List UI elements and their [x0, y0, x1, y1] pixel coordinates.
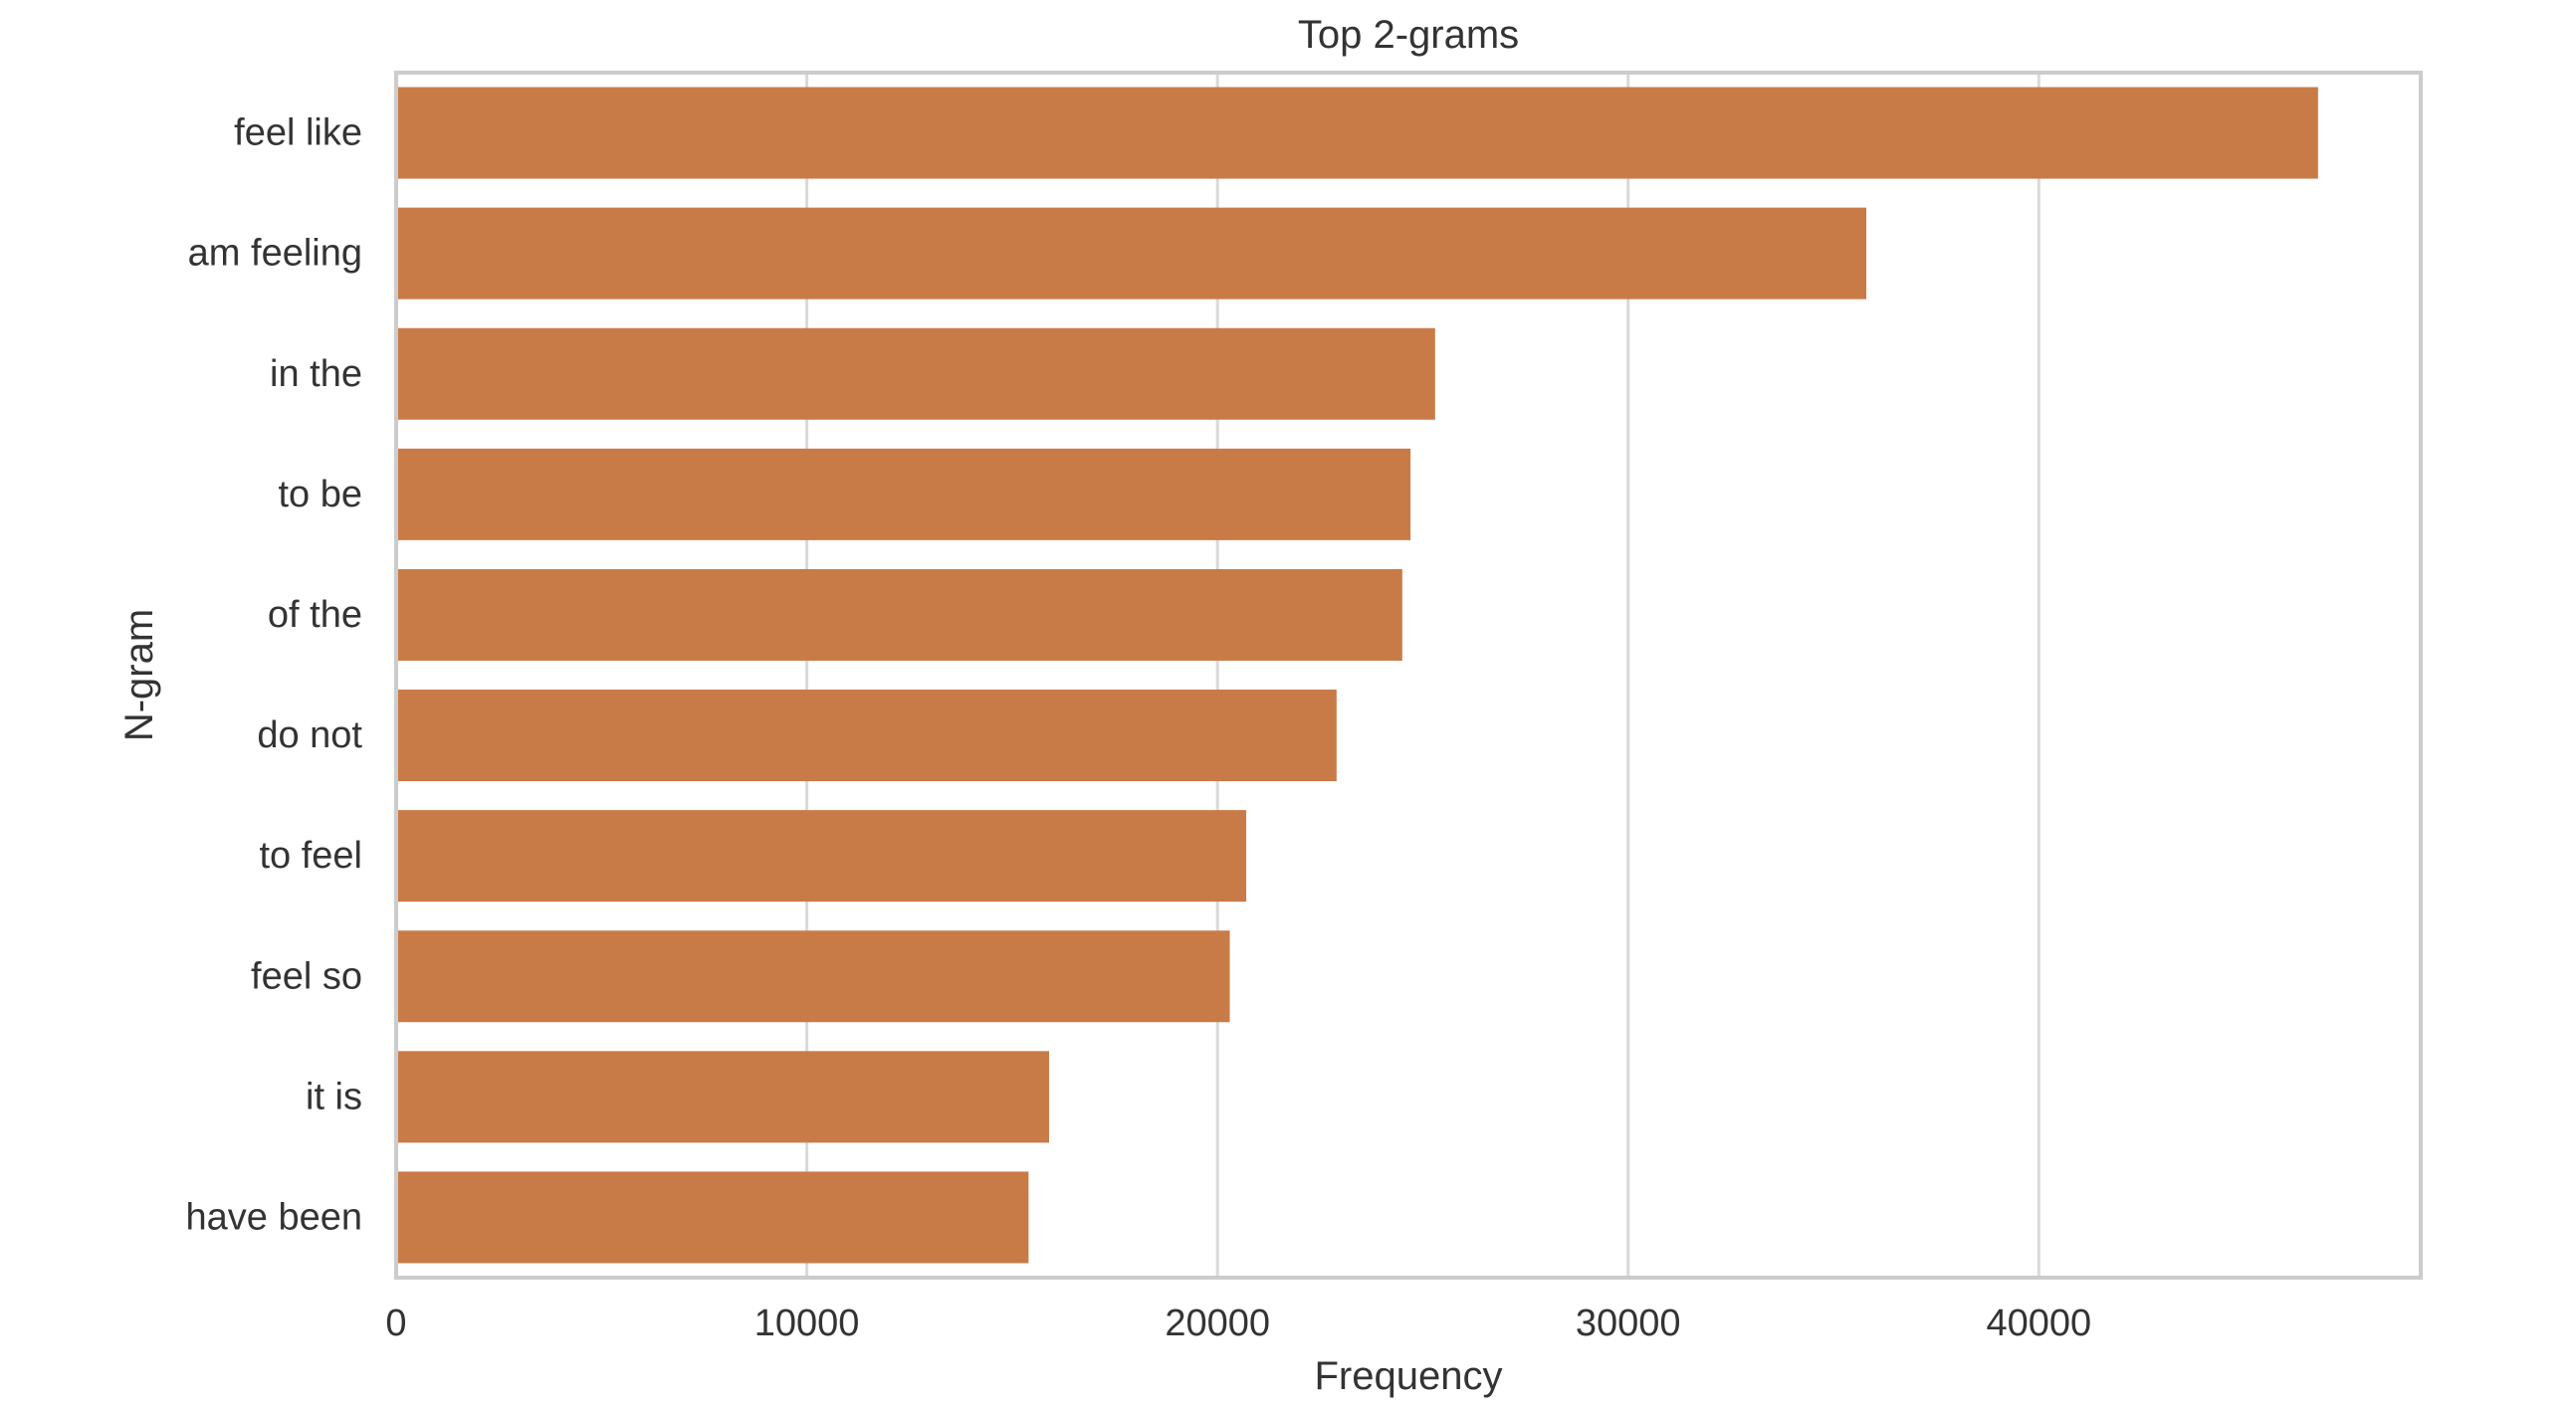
- bar: [398, 1171, 1029, 1264]
- x-tick-label: 10000: [754, 1303, 860, 1344]
- bar: [398, 1051, 1049, 1143]
- y-tick-label: do not: [257, 714, 362, 756]
- y-tick-label: it is: [306, 1076, 362, 1117]
- bars: [398, 87, 2318, 1264]
- y-tick-label: to feel: [259, 835, 362, 877]
- x-axis-label: Frequency: [1315, 1354, 1503, 1398]
- x-tick-label: 30000: [1576, 1303, 1681, 1344]
- bar: [398, 327, 1435, 420]
- y-tick-label: in the: [270, 353, 362, 395]
- y-tick-label: of the: [268, 594, 362, 636]
- bar: [398, 448, 1411, 540]
- y-axis-label: N-gram: [117, 609, 161, 741]
- bar: [398, 690, 1337, 782]
- x-tick-label: 20000: [1165, 1303, 1270, 1344]
- bar: [398, 568, 1402, 661]
- x-tick-label: 40000: [1986, 1303, 2091, 1344]
- bar: [398, 207, 1867, 300]
- bar: [398, 810, 1247, 903]
- x-tick-labels: 0 10000 20000 30000 40000: [385, 1303, 2091, 1344]
- chart-title: Top 2-grams: [1298, 13, 1519, 57]
- bar: [398, 930, 1230, 1023]
- y-tick-label: feel like: [234, 112, 362, 154]
- y-tick-label: feel so: [251, 955, 362, 997]
- y-tick-labels: feel like am feeling in the to be of the do n…: [186, 112, 363, 1239]
- y-tick-label: to be: [278, 474, 362, 515]
- bar: [398, 87, 2318, 179]
- x-tick-label: 0: [385, 1303, 406, 1344]
- y-tick-label: have been: [186, 1196, 363, 1238]
- plot-frame: [394, 71, 2423, 1280]
- y-tick-label: am feeling: [188, 233, 362, 275]
